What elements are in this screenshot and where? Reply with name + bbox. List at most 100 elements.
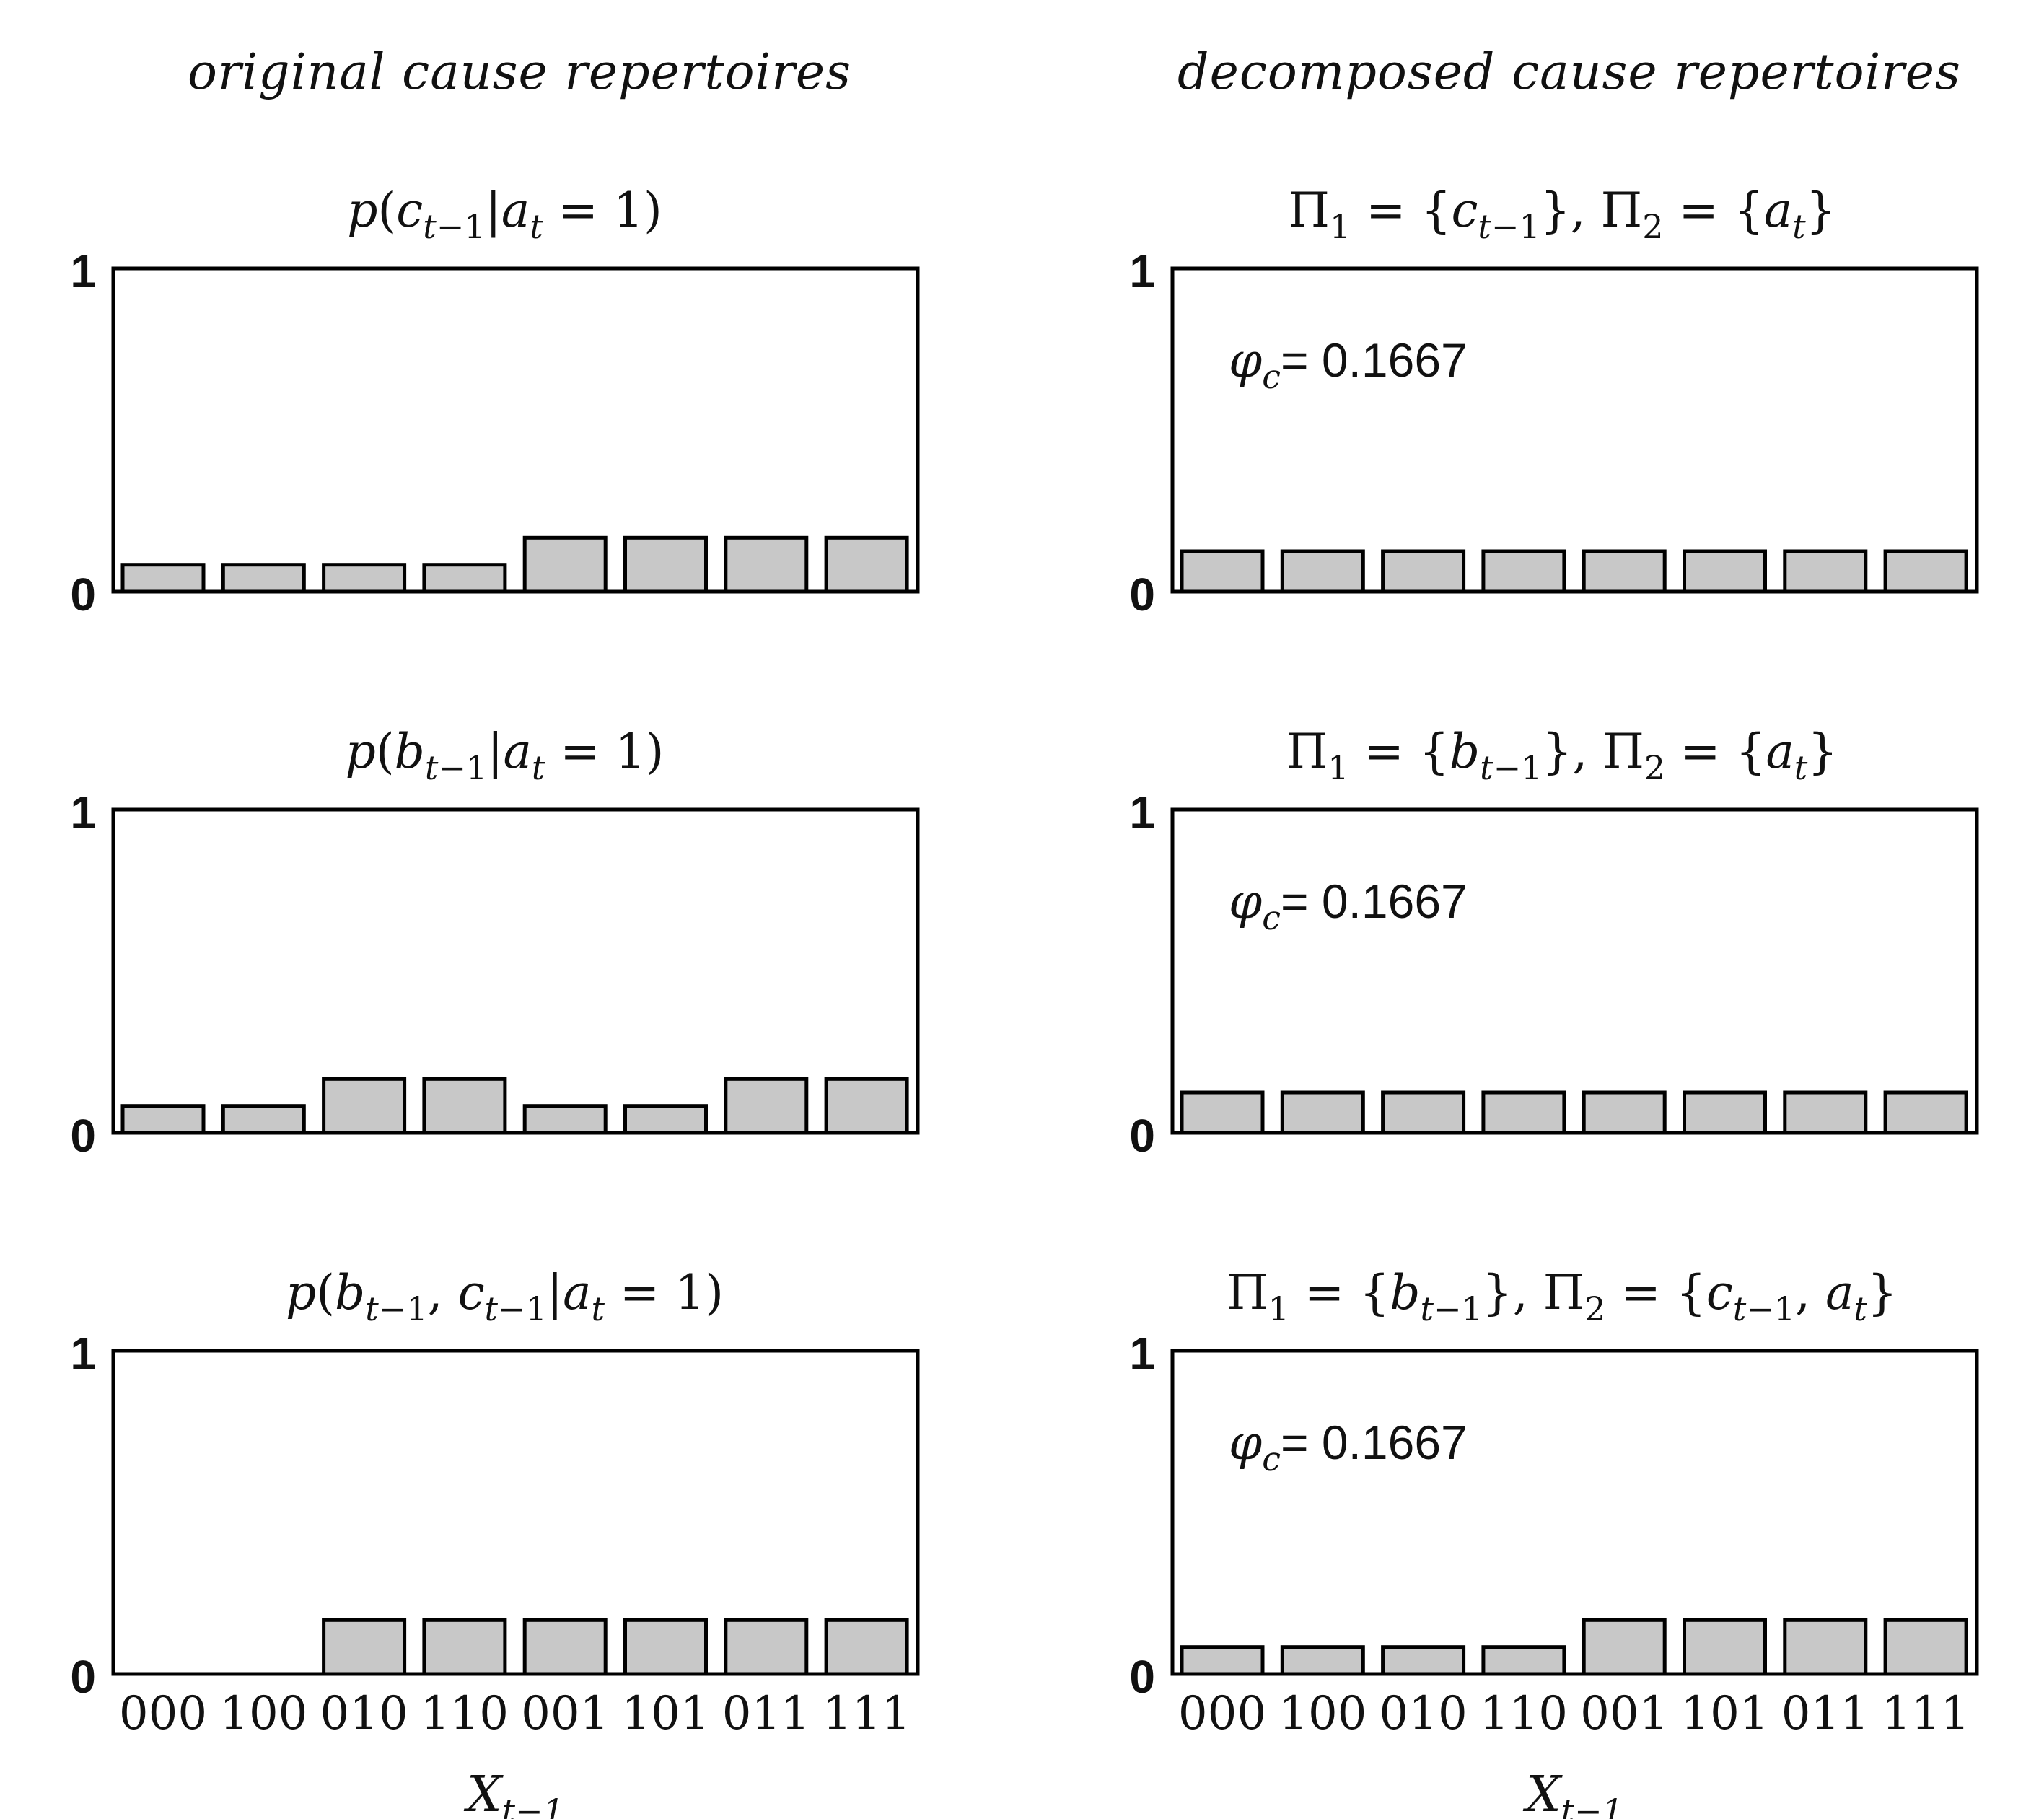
bar-000 [120,1104,206,1135]
bar-111 [1883,1618,1968,1676]
y-tick-label: 0 [70,1110,96,1162]
plot-frame [111,1349,920,1676]
bar-010 [322,563,407,594]
y-tick-label: 0 [1129,569,1155,621]
bar-110 [1481,1645,1566,1676]
bar-001 [1582,1090,1667,1135]
bar-101 [1683,1618,1767,1676]
phi-annotation: φc= 0.1667 [1229,874,1468,937]
bar-000 [1180,1090,1265,1135]
plot-frame [1170,266,1979,594]
y-tick-label: 0 [1129,1110,1155,1162]
bar-011 [724,1618,809,1676]
y-tick-label: 0 [70,1651,96,1703]
bar-010 [322,1618,407,1676]
bar-001 [522,1618,608,1676]
y-tick-label: 1 [70,786,96,838]
bar-110 [422,1618,507,1676]
bar-010 [1381,549,1466,594]
bar-111 [1883,1090,1968,1135]
x-tick-label-100: 100 [1278,1687,1367,1740]
bar-000 [1180,549,1265,594]
left-column-title: original cause repertoires [188,44,851,101]
x-tick-label-110: 110 [1480,1687,1568,1740]
bar-panel-right-2: Π1​ = {bt−1​}, Π2​ = {at​} 1 0 φc= 0.1667 [1129,724,1979,1162]
bar-000 [1180,1645,1265,1676]
plot-frame [1170,1349,1979,1676]
y-tick-label: 1 [1129,786,1155,838]
right-column-title: decomposed cause repertoires [1177,44,1961,101]
x-tick-label-111: 111 [823,1687,911,1740]
y-tick-label: 1 [1129,245,1155,297]
bar-110 [422,1077,507,1135]
bar-010 [322,1077,407,1135]
y-tick-label: 0 [1129,1651,1155,1703]
bar-110 [1481,549,1566,594]
plot-frame [1170,807,1979,1135]
bar-111 [1883,549,1968,594]
x-tick-label-001: 001 [521,1687,609,1740]
x-tick-label-010: 010 [1380,1687,1468,1740]
panel-title: p(ct−1​|at​ = 1) [347,183,662,246]
bar-101 [623,535,708,594]
bar-001 [522,1104,608,1135]
panel-title: Π1​ = {ct−1​}, Π2​ = {at​} [1288,183,1835,246]
bar-100 [1280,549,1365,594]
panel-title: p(bt−1​, ct−1​|at​ = 1) [286,1265,724,1328]
bar-100 [1280,1090,1365,1135]
phi-annotation: φc= 0.1667 [1229,1415,1468,1478]
bar-101 [1683,1090,1767,1135]
x-tick-label-101: 101 [1680,1687,1768,1740]
bar-panel-right-1: Π1​ = {ct−1​}, Π2​ = {at​} 1 0 φc= 0.1667 [1129,183,1979,621]
bar-101 [623,1618,708,1676]
panel-title: p(bt−1​|at​ = 1) [346,724,664,787]
bar-111 [824,535,909,594]
y-tick-label: 1 [1129,1328,1155,1380]
bar-111 [824,1077,909,1135]
x-tick-label-111: 111 [1882,1687,1970,1740]
phi-annotation: φc= 0.1667 [1229,333,1468,396]
y-tick-label: 0 [70,569,96,621]
x-axis-label: Xt−1​ [1522,1766,1623,1819]
x-tick-label-001: 001 [1580,1687,1668,1740]
y-tick-label: 1 [70,245,96,297]
bar-panel-left-3: p(bt−1​, ct−1​|at​ = 1)10000100010110001… [70,1265,920,1819]
bar-001 [1582,1618,1667,1676]
bar-100 [221,563,306,594]
bar-010 [1381,1090,1466,1135]
panel-title: Π1​ = {bt−1​}, Π2​ = {ct−1​, at​} [1227,1265,1898,1328]
bar-101 [1683,549,1767,594]
bar-001 [1582,549,1667,594]
x-tick-label-100: 100 [219,1687,307,1740]
x-tick-label-101: 101 [621,1687,709,1740]
x-axis-label: Xt−1​ [463,1766,564,1819]
x-tick-label-011: 011 [1781,1687,1869,1740]
bar-110 [1481,1090,1566,1135]
x-tick-label-000: 000 [1178,1687,1266,1740]
bar-011 [1783,1618,1868,1676]
x-tick-label-011: 011 [722,1687,810,1740]
bar-011 [1783,549,1868,594]
bar-001 [522,535,608,594]
plot-frame [111,807,920,1135]
bar-011 [724,535,809,594]
x-tick-label-000: 000 [119,1687,207,1740]
bar-100 [1280,1645,1365,1676]
bar-010 [1381,1645,1466,1676]
bar-panel-left-1: p(ct−1​|at​ = 1) 1 0 [70,183,920,621]
plot-frame [111,266,920,594]
x-tick-label-010: 010 [320,1687,408,1740]
bar-panel-right-3: Π1​ = {bt−1​}, Π2​ = {ct−1​, at​}1000010… [1129,1265,1979,1819]
bar-011 [1783,1090,1868,1135]
y-tick-label: 1 [70,1328,96,1380]
bar-111 [824,1618,909,1676]
bar-101 [623,1104,708,1135]
panel-title: Π1​ = {bt−1​}, Π2​ = {at​} [1286,724,1838,787]
bar-panel-left-2: p(bt−1​|at​ = 1) 1 0 [70,724,920,1162]
bar-100 [221,1104,306,1135]
x-tick-label-110: 110 [421,1687,509,1740]
bar-000 [120,563,206,594]
bar-110 [422,563,507,594]
